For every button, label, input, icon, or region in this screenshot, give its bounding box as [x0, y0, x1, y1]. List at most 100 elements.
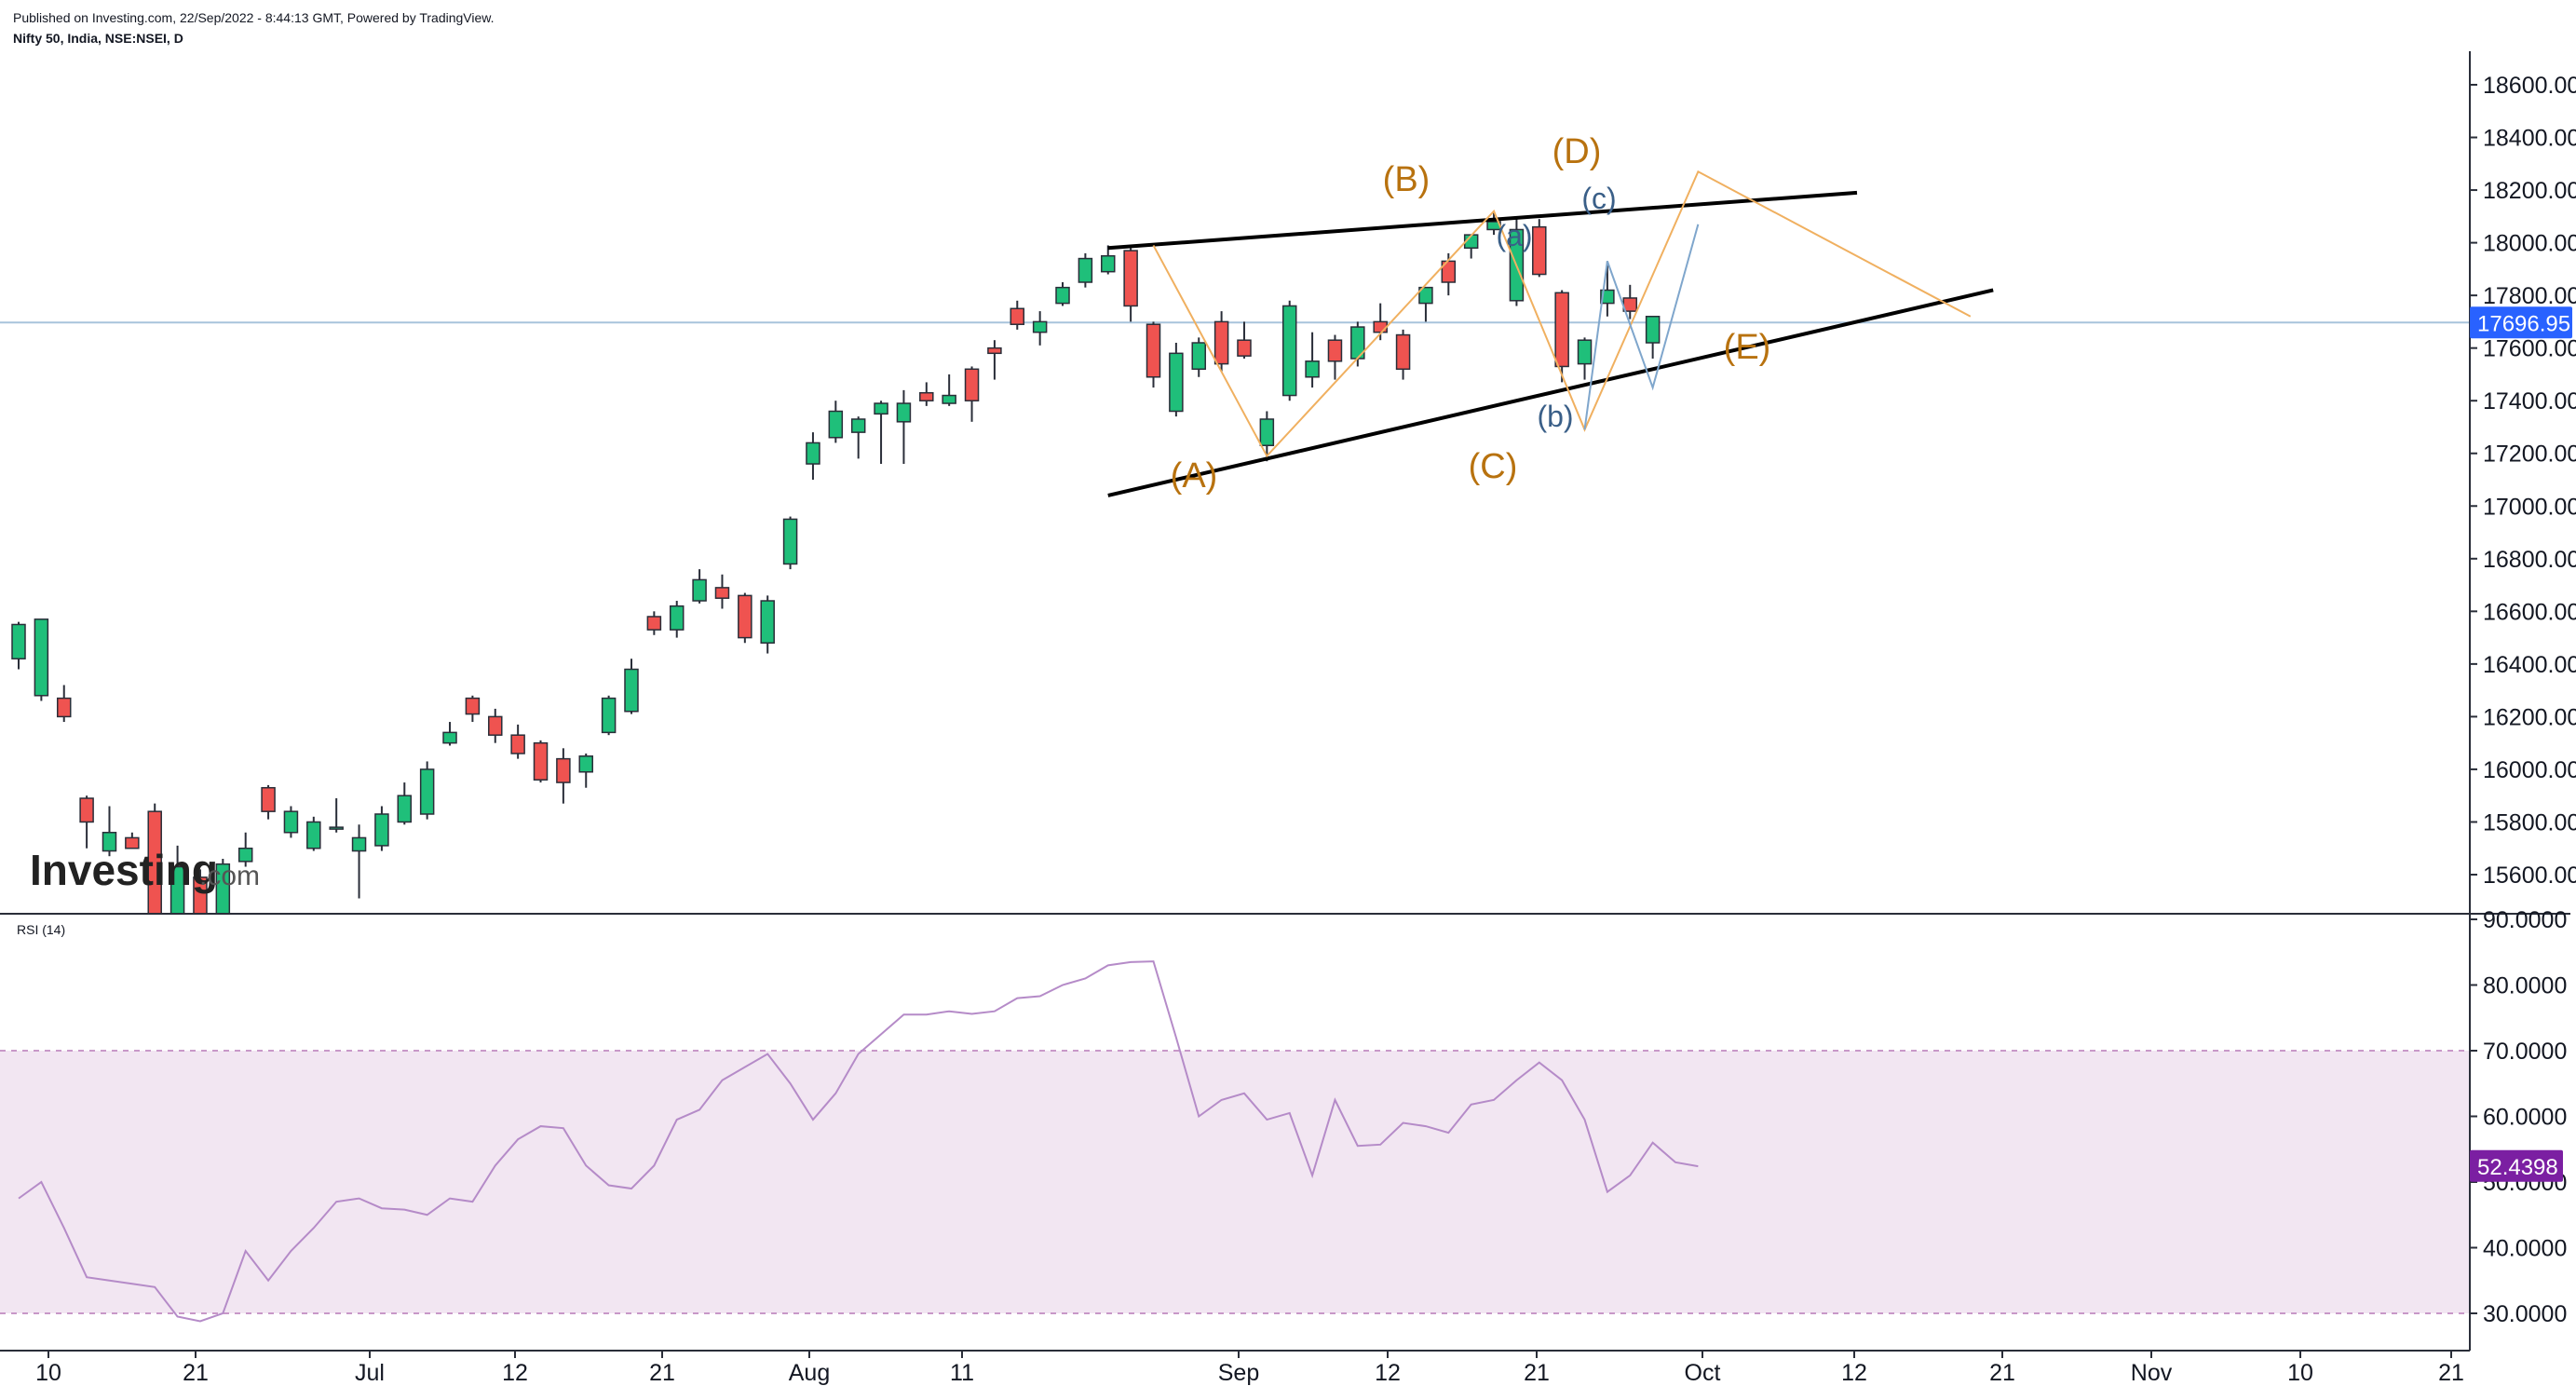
- candle-body: [488, 715, 503, 736]
- investing-logo: Investing .com: [30, 846, 260, 894]
- candle-body: [1213, 320, 1229, 365]
- price-tick-label: 16600.00: [2483, 599, 2576, 625]
- candle-body: [193, 876, 208, 913]
- date-tick-label: Sep: [1218, 1360, 1259, 1386]
- wave-label-B: (B): [1383, 160, 1430, 199]
- date-tick-label: Nov: [2131, 1360, 2173, 1386]
- candle-body: [1600, 289, 1615, 305]
- rsi-tick-label: 40.0000: [2483, 1236, 2567, 1262]
- candle-body: [465, 697, 481, 715]
- price-tick-label: 16200.00: [2483, 704, 2576, 730]
- candlestick-series: [11, 211, 1661, 913]
- wave-label-b: (b): [1537, 400, 1573, 433]
- date-tick-label: Jul: [355, 1360, 385, 1386]
- logo-suffix-text: .com: [199, 861, 260, 891]
- candle-body: [578, 755, 593, 773]
- candle-body: [79, 797, 94, 823]
- candle-body: [102, 832, 117, 852]
- candle-body: [896, 402, 912, 423]
- candle-body: [351, 836, 367, 852]
- rsi-axis-ticks: 90.000080.000070.000060.000050.000040.00…: [2470, 907, 2567, 1327]
- price-tick-label: 16800.00: [2483, 547, 2576, 573]
- price-tick-label: 16400.00: [2483, 652, 2576, 678]
- candle-body: [1418, 286, 1433, 305]
- candle-body: [806, 442, 820, 465]
- primary-wave-path: [1152, 170, 1972, 458]
- candle-body: [1032, 320, 1048, 333]
- symbol-title: Nifty 50, India, NSE:NSEI, D: [13, 31, 183, 46]
- candle-body: [261, 786, 276, 812]
- price-tick-label: 18200.00: [2483, 178, 2576, 204]
- candle-body: [919, 391, 934, 401]
- candle-body: [1101, 254, 1116, 273]
- rsi-overbought-oversold-band: [0, 1051, 2470, 1313]
- price-tick-label: 15600.00: [2483, 863, 2576, 889]
- wave-label-A: (A): [1171, 456, 1218, 496]
- date-tick-label: 21: [649, 1360, 675, 1386]
- trendline: [1107, 190, 1858, 251]
- candle-body: [442, 731, 457, 744]
- candle-body: [1123, 250, 1138, 307]
- last-price-value: 17696.95: [2477, 311, 2570, 336]
- candle-body: [1191, 342, 1206, 371]
- wave-label-c: (c): [1581, 182, 1616, 215]
- candle-body: [1327, 339, 1343, 362]
- price-tick-label: 17400.00: [2483, 388, 2576, 414]
- candle-body: [374, 813, 389, 847]
- date-tick-label: 21: [183, 1360, 209, 1386]
- candle-body: [125, 836, 140, 849]
- candle-body: [828, 410, 844, 439]
- candle-body: [11, 623, 26, 659]
- candle-body: [215, 863, 231, 913]
- wave-label-C: (C): [1469, 447, 1518, 486]
- price-tick-label: 17600.00: [2483, 336, 2576, 362]
- candle-body: [964, 368, 980, 401]
- candle-body: [1259, 418, 1275, 447]
- date-tick-label: Aug: [789, 1360, 830, 1386]
- date-tick-label: 12: [1375, 1360, 1401, 1386]
- price-tick-label: 18000.00: [2483, 231, 2576, 257]
- chart-header: Published on Investing.com, 22/Sep/2022 …: [13, 7, 495, 48]
- date-tick-label: 12: [502, 1360, 528, 1386]
- candle-body: [782, 518, 798, 565]
- candle-body: [169, 865, 185, 913]
- wave-label-E: (E): [1724, 328, 1771, 367]
- last-price-tag: [2470, 306, 2572, 339]
- candle-body: [1010, 307, 1025, 325]
- candle-body: [1554, 292, 1569, 368]
- candle-body: [1395, 333, 1411, 371]
- logo-main-text: Investing: [30, 846, 218, 894]
- rsi-last-value: 52.4398: [2477, 1155, 2558, 1180]
- date-axis-ticks: 10 21 Jul 12 21 Aug 11 Sep 12 21 Oct 12 21 Nov 10 21: [35, 1351, 2464, 1386]
- date-tick-label: 21: [1524, 1360, 1550, 1386]
- date-tick-label: 12: [1841, 1360, 1867, 1386]
- candle-body: [147, 810, 162, 913]
- candle-body: [646, 616, 662, 631]
- rsi-value-tag: [2470, 1149, 2563, 1182]
- rsi-tick-label: 90.0000: [2483, 907, 2567, 933]
- candle-body: [556, 757, 571, 783]
- rsi-tick-label: 80.0000: [2483, 973, 2567, 999]
- candle-body: [692, 578, 707, 602]
- candle-body: [1237, 339, 1252, 357]
- date-tick-label: 10: [35, 1360, 61, 1386]
- date-tick-label: Oct: [1685, 1360, 1721, 1386]
- price-axis-ticks: 18600.00 18400.00 18200.00 18000.00 17800.00…: [2470, 73, 2576, 889]
- candle-body: [624, 668, 639, 713]
- rsi-tick-label: 30.0000: [2483, 1301, 2567, 1327]
- date-tick-label: 21: [1989, 1360, 2015, 1386]
- rsi-pane-title: RSI (14): [17, 922, 65, 937]
- candle-body: [1305, 360, 1320, 378]
- candle-body: [1169, 352, 1184, 413]
- candle-body: [987, 346, 1002, 355]
- date-tick-label: 10: [2287, 1360, 2313, 1386]
- price-tick-label: 17000.00: [2483, 494, 2576, 520]
- candle-body: [397, 795, 413, 823]
- candle-body: [601, 697, 617, 734]
- wave-label-a: (a): [1496, 219, 1532, 252]
- candle-body: [237, 847, 253, 863]
- candle-body: [510, 734, 525, 754]
- candle-body: [533, 741, 549, 781]
- wave-labels: (A) (B) (C) (D) (E) (a) (b) (c): [1171, 132, 1771, 496]
